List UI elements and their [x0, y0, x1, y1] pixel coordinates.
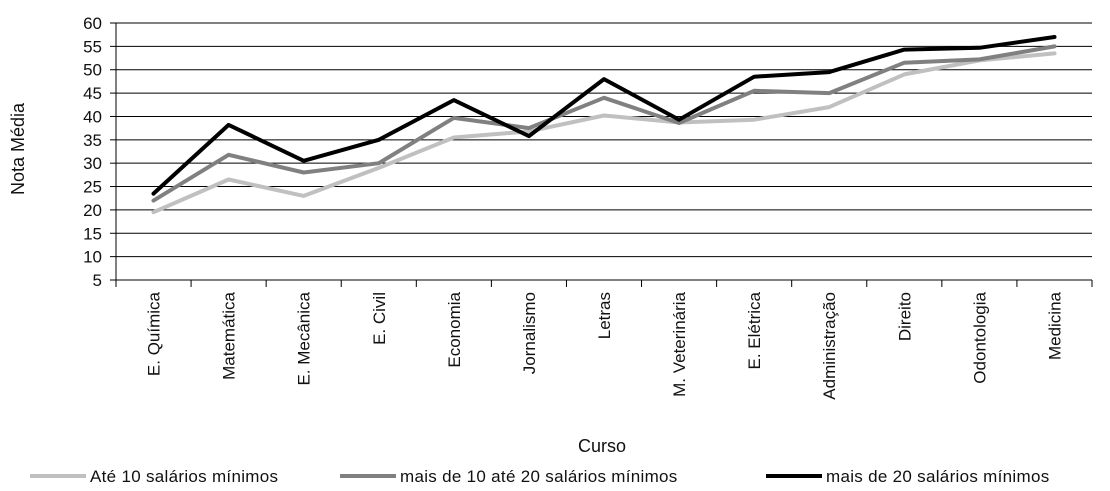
- data-point: [1052, 51, 1057, 55]
- axes: [110, 22, 1093, 287]
- y-tick-label: 35: [83, 131, 102, 150]
- x-tick-label: Odontologia: [970, 291, 989, 383]
- data-point: [227, 153, 231, 157]
- data-point: [752, 75, 756, 79]
- x-tick-label: Direito: [895, 292, 914, 341]
- data-point: [602, 96, 606, 100]
- legend-label: mais de 20 salários mínimos: [826, 467, 1050, 486]
- legend: Até 10 salários mínimos mais de 10 até 20…: [30, 467, 1050, 486]
- y-tick-label: 20: [83, 201, 102, 220]
- data-point: [977, 46, 981, 50]
- x-tick-label: E. Mecânica: [295, 291, 314, 385]
- data-point: [151, 210, 156, 214]
- data-point: [151, 191, 156, 196]
- y-tick-label: 50: [83, 61, 102, 80]
- data-point: [527, 134, 531, 138]
- legend-item: mais de 20 salários mínimos: [766, 467, 1050, 486]
- data-point: [377, 161, 381, 165]
- x-axis-title: Curso: [578, 436, 626, 456]
- y-tick-labels: 5 10 15 20 25 30 35 40 45 50 55 60: [83, 14, 102, 290]
- y-tick-label: 60: [83, 14, 102, 33]
- data-point: [452, 135, 456, 140]
- y-tick-label: 55: [83, 37, 102, 56]
- y-tick-label: 30: [83, 154, 102, 173]
- series-lines: [151, 35, 1057, 215]
- y-tick-label: 5: [93, 271, 102, 290]
- x-tick-label: E. Elétrica: [745, 291, 764, 369]
- data-point: [452, 98, 456, 102]
- x-tick-label: E. Química: [145, 291, 164, 376]
- data-point: [677, 121, 681, 125]
- data-point: [752, 118, 756, 122]
- data-point: [227, 177, 231, 182]
- data-point: [902, 61, 906, 65]
- x-tick-labels: E. Química Matemática E. Mecânica E. Civil E…: [145, 291, 1065, 399]
- data-point: [602, 77, 606, 81]
- x-tick-label: Administração: [820, 292, 839, 400]
- data-point: [302, 159, 306, 163]
- x-tick-label: E. Civil: [370, 292, 389, 345]
- data-point: [1052, 44, 1057, 48]
- x-tick-label: Letras: [595, 292, 614, 339]
- data-point: [602, 113, 606, 118]
- legend-label: mais de 10 até 20 salários mínimos: [400, 467, 678, 486]
- y-tick-label: 25: [83, 178, 102, 197]
- y-tick-label: 40: [83, 107, 102, 126]
- x-tick-label: Jornalismo: [520, 292, 539, 374]
- data-point: [151, 198, 156, 203]
- x-tick-label: Economia: [445, 291, 464, 367]
- data-point: [752, 89, 756, 93]
- data-point: [227, 123, 231, 127]
- data-point: [827, 70, 831, 74]
- legend-item: mais de 10 até 20 salários mínimos: [340, 467, 678, 486]
- data-point: [977, 57, 981, 62]
- data-point: [302, 194, 306, 198]
- y-tick-label: 10: [83, 248, 102, 267]
- data-point: [377, 138, 381, 142]
- data-point: [827, 105, 831, 109]
- data-point: [902, 72, 906, 76]
- data-point: [302, 170, 306, 175]
- legend-item: Até 10 salários mínimos: [30, 467, 278, 486]
- data-point: [827, 91, 831, 95]
- data-point: [452, 116, 456, 120]
- x-tick-label: M. Veterinária: [670, 291, 689, 396]
- y-axis-title: Nota Média: [8, 102, 28, 195]
- data-point: [377, 166, 381, 170]
- data-point: [677, 118, 681, 122]
- x-tick-label: Medicina: [1045, 291, 1064, 360]
- y-tick-label: 15: [83, 224, 102, 243]
- x-tick-label: Matemática: [220, 291, 239, 379]
- legend-label: Até 10 salários mínimos: [90, 467, 278, 486]
- data-point: [1052, 35, 1057, 39]
- data-point: [527, 126, 531, 130]
- data-point: [527, 129, 531, 134]
- data-point: [902, 48, 906, 52]
- y-tick-label: 45: [83, 84, 102, 103]
